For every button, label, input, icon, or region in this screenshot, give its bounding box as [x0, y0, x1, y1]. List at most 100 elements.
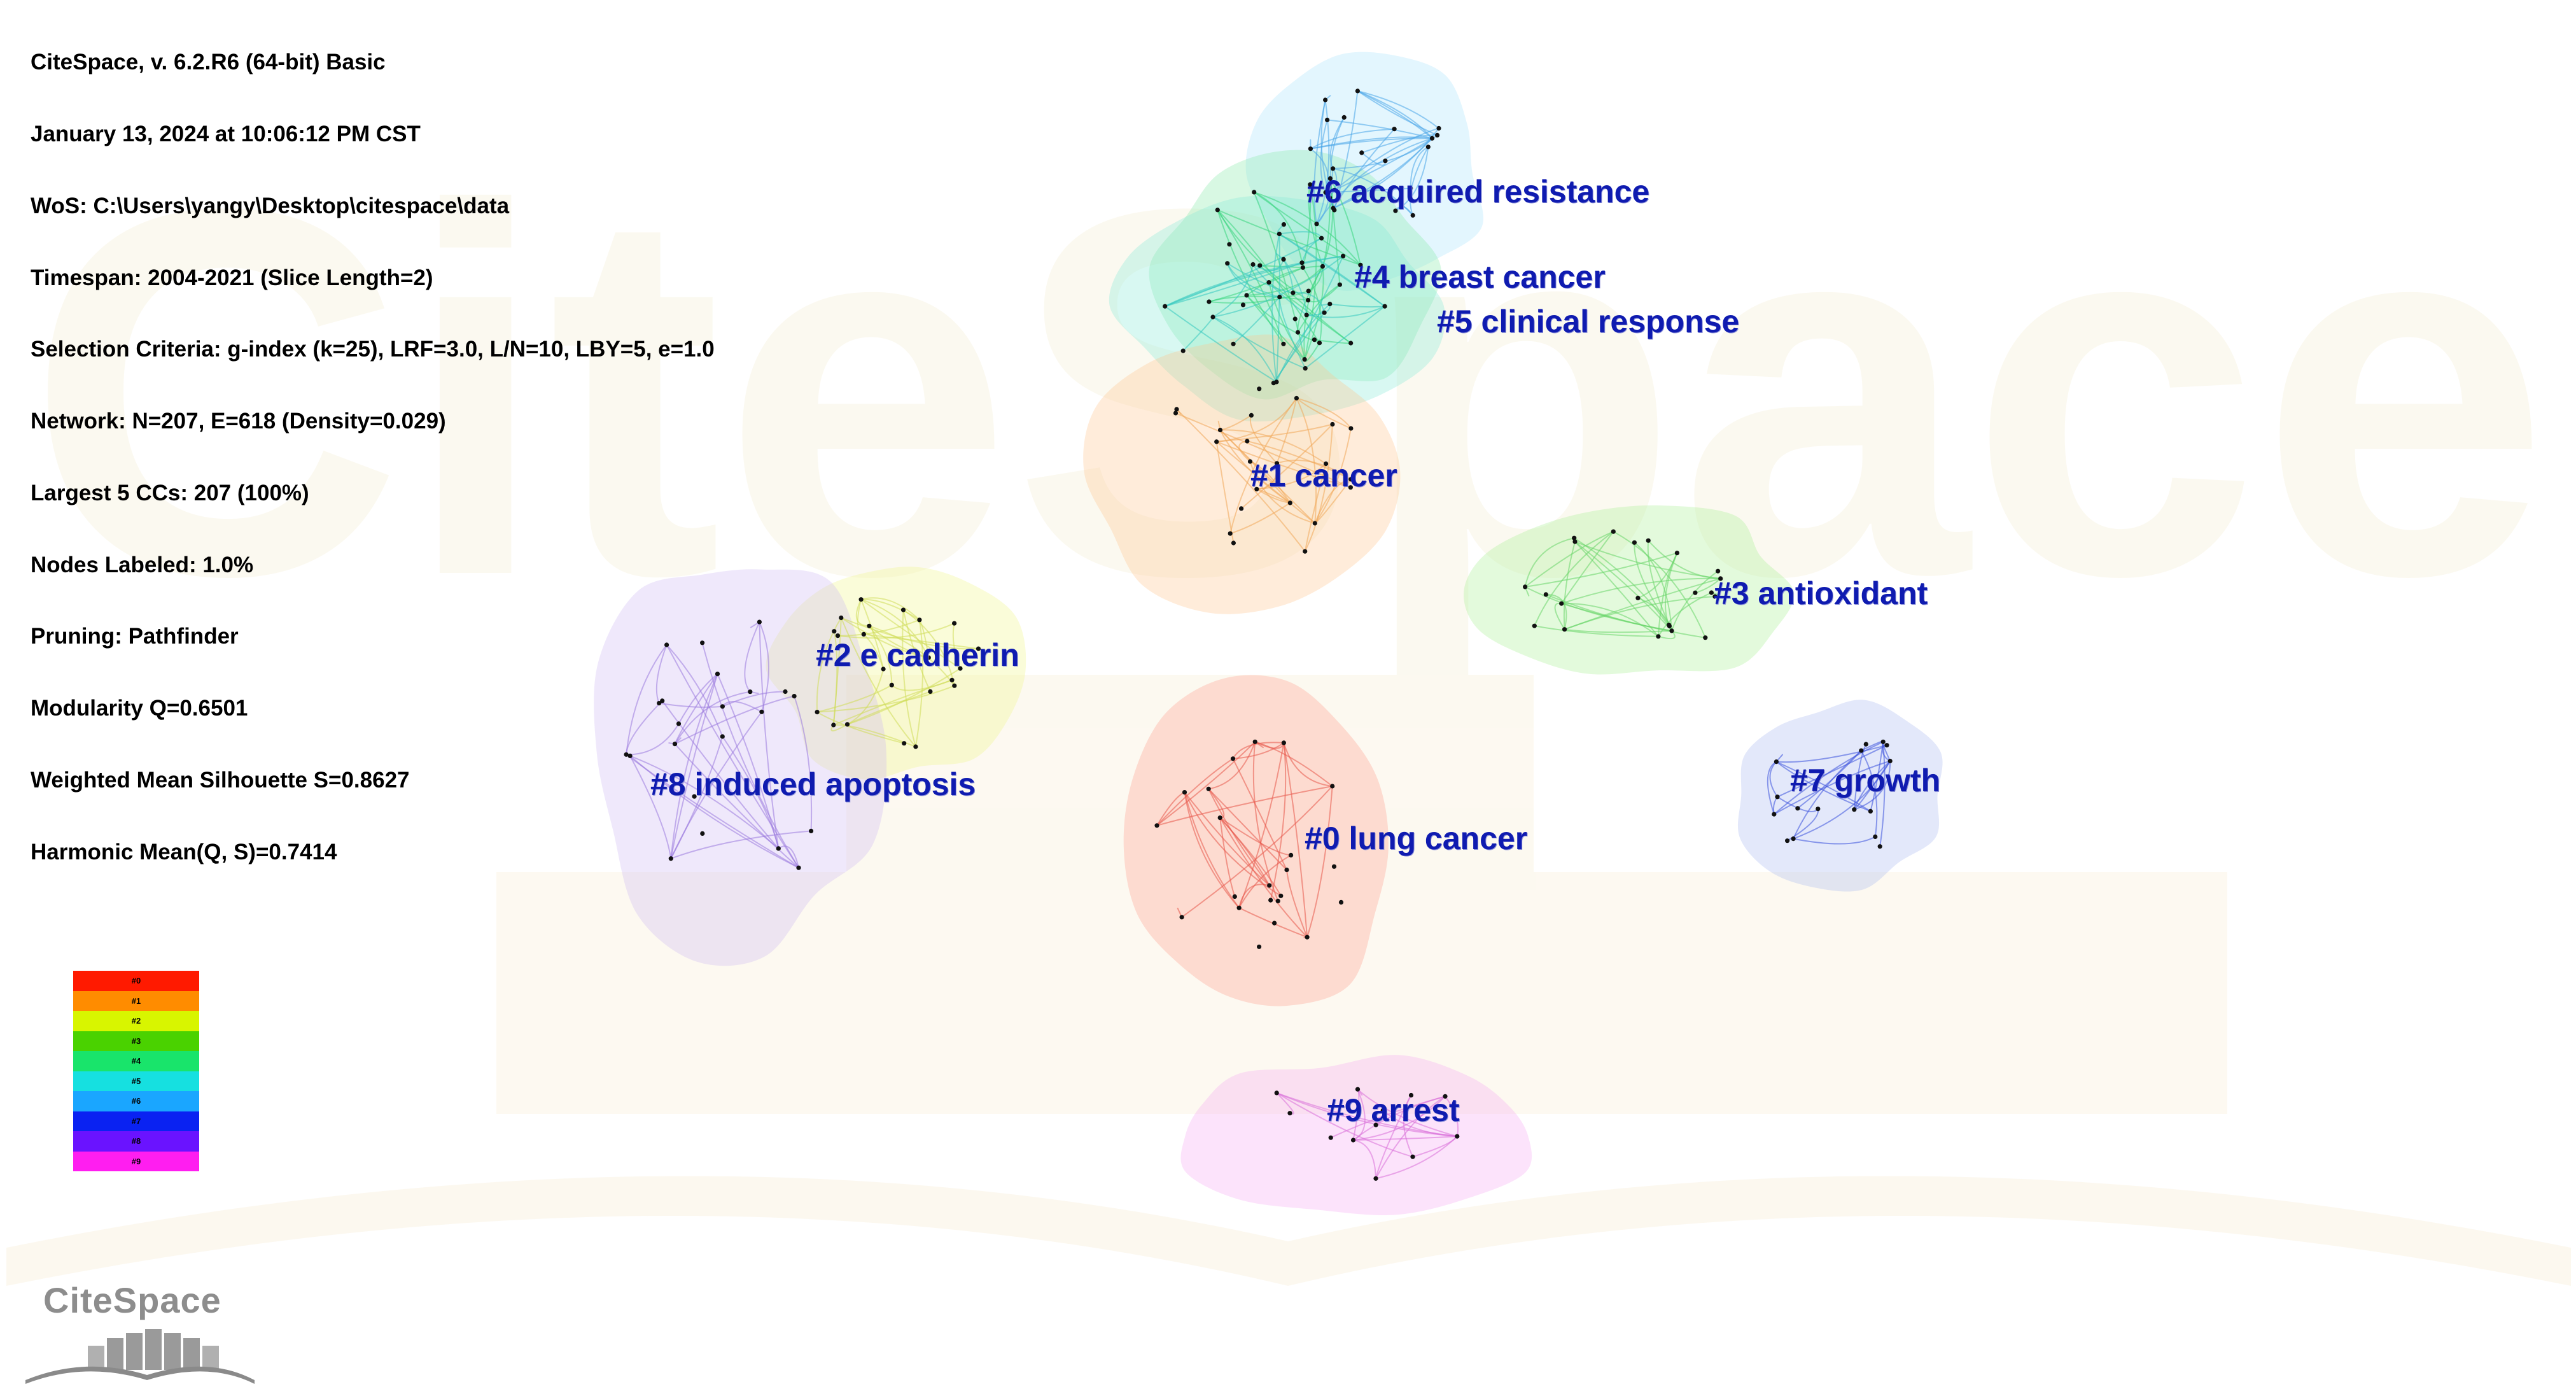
network-node[interactable] [1348, 426, 1354, 431]
network-node[interactable] [1382, 304, 1387, 309]
cluster-label-1[interactable]: #1 cancer [1250, 458, 1397, 493]
network-node[interactable] [1305, 934, 1310, 940]
network-node[interactable] [776, 846, 781, 851]
network-node[interactable] [1327, 176, 1333, 181]
network-node[interactable] [792, 694, 797, 699]
network-node[interactable] [900, 607, 906, 612]
network-node[interactable] [1247, 459, 1253, 464]
network-node[interactable] [1327, 195, 1333, 201]
network-node[interactable] [1392, 127, 1397, 132]
cluster-label-7[interactable]: #7 growth [1790, 763, 1941, 798]
network-node[interactable] [1277, 295, 1282, 300]
network-node[interactable] [1281, 740, 1286, 745]
network-node[interactable] [1350, 1138, 1356, 1143]
cluster-label-9[interactable]: #9 arrest [1327, 1092, 1460, 1128]
cluster-label-0[interactable]: #0 lung cancer [1305, 821, 1528, 856]
network-node[interactable] [1383, 159, 1388, 164]
network-node[interactable] [1299, 260, 1305, 265]
network-node[interactable] [1348, 477, 1354, 482]
network-node[interactable] [1337, 282, 1342, 287]
network-node[interactable] [958, 666, 963, 671]
network-node[interactable] [1182, 790, 1187, 795]
network-node[interactable] [1179, 915, 1184, 920]
cluster-label-4[interactable]: #4 breast cancer [1354, 259, 1606, 295]
network-node[interactable] [1274, 461, 1280, 466]
network-node[interactable] [1355, 1087, 1361, 1092]
network-node[interactable] [660, 698, 665, 703]
network-node[interactable] [1709, 590, 1714, 595]
network-node[interactable] [889, 682, 894, 687]
network-node[interactable] [676, 721, 682, 726]
network-node[interactable] [720, 734, 725, 739]
network-node[interactable] [1455, 1134, 1460, 1139]
network-node[interactable] [831, 723, 836, 728]
cluster-label-5[interactable]: #5 clinical response [1437, 304, 1740, 339]
network-node[interactable] [1295, 330, 1301, 335]
network-node[interactable] [1249, 412, 1254, 418]
network-node[interactable] [1281, 257, 1286, 262]
network-node[interactable] [1257, 386, 1262, 391]
network-node[interactable] [1250, 262, 1256, 267]
network-node[interactable] [1646, 538, 1651, 543]
network-node[interactable] [1380, 1108, 1385, 1113]
network-node[interactable] [1174, 407, 1179, 412]
network-node[interactable] [1230, 756, 1236, 761]
network-node[interactable] [1245, 439, 1250, 444]
network-node[interactable] [1277, 231, 1282, 237]
network-node[interactable] [1358, 262, 1363, 267]
network-node[interactable] [1863, 742, 1868, 747]
network-node[interactable] [1300, 265, 1305, 270]
network-node[interactable] [1785, 838, 1790, 843]
network-node[interactable] [1429, 136, 1435, 141]
network-node[interactable] [1816, 807, 1821, 812]
network-node[interactable] [1319, 236, 1324, 241]
network-node[interactable] [1410, 213, 1415, 218]
network-node[interactable] [1693, 590, 1698, 595]
network-node[interactable] [1884, 743, 1889, 748]
network-node[interactable] [1873, 834, 1878, 840]
network-node[interactable] [1877, 844, 1882, 849]
network-node[interactable] [1332, 208, 1337, 213]
network-node[interactable] [1225, 261, 1230, 266]
network-node[interactable] [1330, 784, 1335, 789]
network-node[interactable] [809, 828, 814, 833]
network-node[interactable] [1308, 146, 1313, 152]
network-node[interactable] [1443, 1094, 1448, 1099]
network-node[interactable] [1791, 836, 1796, 842]
network-node[interactable] [1611, 529, 1616, 534]
network-node[interactable] [1304, 313, 1309, 318]
network-node[interactable] [1306, 298, 1311, 303]
network-node[interactable] [1887, 758, 1893, 764]
network-node[interactable] [1215, 208, 1220, 213]
network-node[interactable] [1523, 584, 1528, 589]
network-node[interactable] [1228, 531, 1233, 536]
network-node[interactable] [1359, 150, 1364, 155]
network-node[interactable] [1868, 808, 1873, 814]
network-node[interactable] [1320, 264, 1325, 269]
network-node[interactable] [1323, 190, 1328, 195]
network-node[interactable] [1543, 592, 1548, 597]
network-node[interactable] [1231, 540, 1236, 546]
network-node[interactable] [1239, 506, 1244, 511]
network-node[interactable] [1308, 182, 1313, 187]
network-node[interactable] [1252, 739, 1257, 744]
cluster-label-2[interactable]: #2 e cadherin [816, 637, 1019, 673]
network-node[interactable] [952, 683, 957, 688]
network-node[interactable] [700, 831, 705, 836]
network-node[interactable] [1281, 222, 1286, 227]
network-node[interactable] [1774, 759, 1779, 765]
network-node[interactable] [624, 752, 629, 757]
network-node[interactable] [1236, 905, 1242, 910]
network-node[interactable] [1331, 166, 1336, 171]
network-node[interactable] [1772, 812, 1777, 817]
network-node[interactable] [913, 744, 918, 749]
network-node[interactable] [1278, 893, 1284, 898]
network-node[interactable] [759, 709, 764, 714]
network-node[interactable] [952, 621, 957, 626]
network-node[interactable] [720, 704, 725, 709]
network-node[interactable] [1323, 97, 1328, 102]
network-node[interactable] [1852, 807, 1857, 812]
cluster-label-3[interactable]: #3 antioxidant [1714, 575, 1928, 611]
network-node[interactable] [1332, 187, 1337, 193]
network-node[interactable] [1180, 348, 1186, 353]
